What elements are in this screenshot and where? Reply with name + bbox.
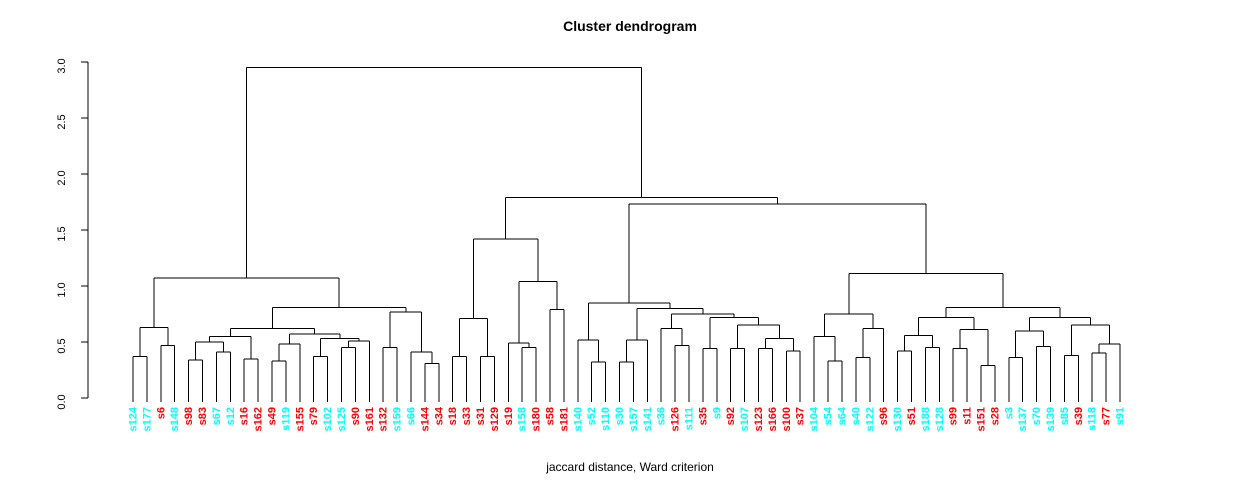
leaf-label-s166: s166 (767, 407, 779, 431)
leaf-label-s159: s159 (392, 407, 404, 431)
leaf-label-s77: s77 (1101, 407, 1113, 425)
y-tick-label: 1.5 (56, 226, 68, 241)
leaf-label-s79: s79 (308, 407, 320, 425)
leaf-label-s148: s148 (169, 407, 181, 431)
leaf-label-s16: s16 (239, 407, 251, 425)
leaf-label-s181: s181 (558, 407, 570, 431)
leaf-label-s37: s37 (795, 407, 807, 425)
leaf-label-s70: s70 (1031, 407, 1043, 425)
leaf-label-s130: s130 (892, 407, 904, 431)
leaf-label-s155: s155 (294, 407, 306, 431)
leaf-label-s3: s3 (1003, 407, 1015, 419)
leaf-label-s49: s49 (267, 407, 279, 425)
leaf-label-s83: s83 (197, 407, 209, 425)
leaf-label-s119: s119 (280, 407, 292, 431)
leaf-label-s128: s128 (934, 407, 946, 431)
leaf-label-s52: s52 (586, 407, 598, 425)
y-tick-label: 2.0 (56, 170, 68, 185)
y-tick-label: 3.0 (56, 58, 68, 73)
leaf-label-s107: s107 (739, 407, 751, 431)
leaf-label-s100: s100 (781, 407, 793, 431)
leaf-label-s104: s104 (809, 406, 821, 431)
leaf-label-s36: s36 (656, 407, 668, 425)
leaf-label-s40: s40 (850, 407, 862, 425)
leaf-label-s129: s129 (489, 407, 501, 431)
leaf-label-s137: s137 (1017, 407, 1029, 431)
leaf-label-s91: s91 (1114, 407, 1126, 425)
leaf-label-s64: s64 (836, 406, 848, 425)
leaf-label-s51: s51 (906, 407, 918, 425)
leaf-label-s92: s92 (725, 407, 737, 425)
leaf-label-s102: s102 (322, 407, 334, 431)
leaf-label-s132: s132 (378, 407, 390, 431)
leaf-label-s34: s34 (433, 406, 445, 425)
leaf-label-s111: s111 (684, 407, 696, 430)
leaf-label-s141: s141 (642, 407, 654, 431)
leaf-label-s144: s144 (419, 406, 431, 431)
leaf-label-s140: s140 (572, 407, 584, 431)
leaf-label-s151: s151 (975, 407, 987, 431)
y-tick-label: 0.0 (56, 394, 68, 409)
leaf-label-s9: s9 (711, 407, 723, 419)
leaf-label-s125: s125 (336, 407, 348, 431)
leaf-label-s39: s39 (1073, 407, 1085, 425)
leaf-label-s162: s162 (253, 407, 265, 431)
leaf-label-s110: s110 (600, 407, 612, 431)
leaf-label-s66: s66 (406, 407, 418, 425)
leaf-label-s177: s177 (141, 407, 153, 431)
leaf-label-s54: s54 (823, 406, 835, 425)
y-tick-label: 2.5 (56, 114, 68, 129)
leaf-label-s180: s180 (531, 407, 543, 431)
y-tick-label: 1.0 (56, 282, 68, 297)
leaf-label-s96: s96 (878, 407, 890, 425)
leaf-label-s6: s6 (155, 407, 167, 419)
leaf-label-s33: s33 (461, 407, 473, 425)
leaf-label-s30: s30 (614, 407, 626, 425)
leaf-label-s58: s58 (545, 407, 557, 425)
leaf-label-s118: s118 (1087, 407, 1099, 431)
leaf-label-s188: s188 (920, 407, 932, 431)
leaf-label-s157: s157 (628, 407, 640, 431)
leaf-label-s67: s67 (211, 407, 223, 425)
leaf-label-s123: s123 (753, 407, 765, 431)
leaf-label-s11: s11 (962, 407, 974, 425)
leaf-label-s158: s158 (517, 407, 529, 431)
y-tick-label: 0.5 (56, 338, 68, 353)
leaf-label-s85: s85 (1059, 407, 1071, 425)
leaf-label-s99: s99 (948, 407, 960, 425)
leaf-label-s19: s19 (503, 407, 515, 425)
leaf-label-s126: s126 (670, 407, 682, 431)
leaf-label-s139: s139 (1045, 407, 1057, 431)
leaf-label-s18: s18 (447, 407, 459, 425)
x-axis-caption: jaccard distance, Ward criterion (546, 460, 714, 474)
leaf-label-s90: s90 (350, 407, 362, 425)
chart-title: Cluster dendrogram (563, 18, 697, 34)
leaf-label-s35: s35 (697, 407, 709, 425)
leaf-label-s98: s98 (183, 407, 195, 425)
leaf-label-s12: s12 (225, 407, 237, 425)
leaf-label-s124: s124 (128, 406, 140, 431)
leaf-label-s28: s28 (989, 407, 1001, 425)
leaf-label-s161: s161 (364, 407, 376, 431)
leaf-label-s31: s31 (475, 407, 487, 425)
leaf-label-s122: s122 (864, 407, 876, 431)
